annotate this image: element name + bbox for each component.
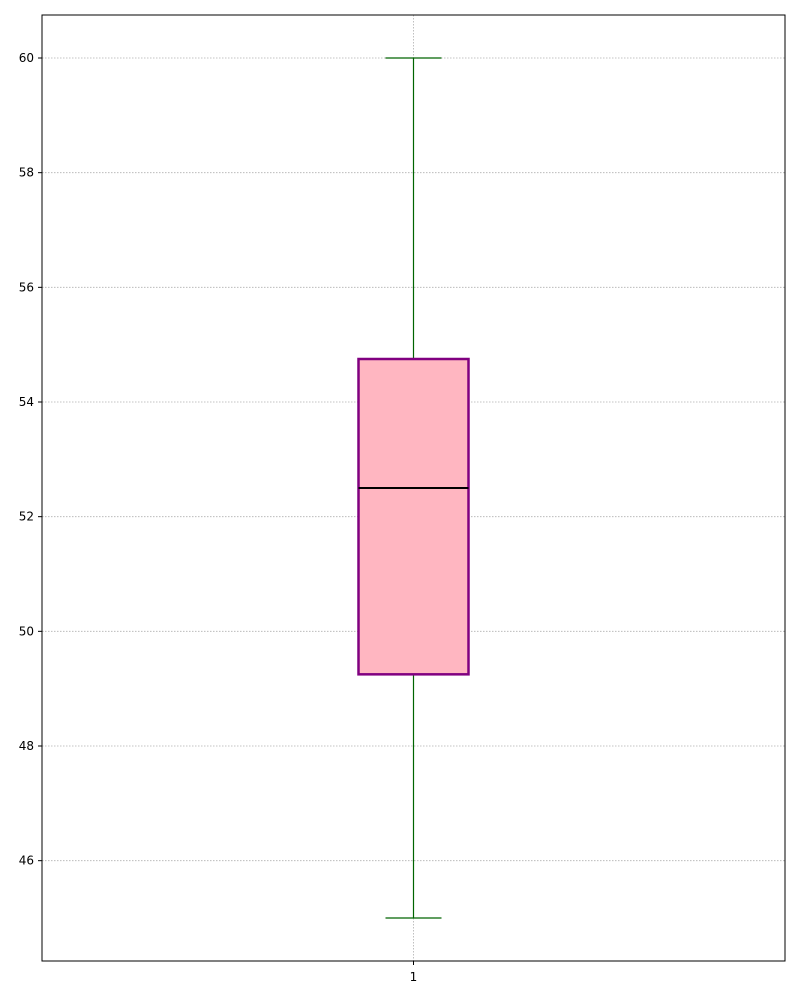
x-tick-label: 1	[410, 970, 418, 984]
y-tick-label: 58	[19, 166, 34, 180]
y-tick-label: 54	[19, 395, 34, 409]
y-tick-label: 46	[19, 854, 34, 868]
y-tick-label: 60	[19, 51, 34, 65]
y-tick-label: 52	[19, 510, 34, 524]
box-layer	[357, 57, 470, 919]
y-tick-label: 50	[19, 624, 34, 638]
y-tick-label: 56	[19, 280, 34, 294]
tick-layer: 46 48 50 52 54 56 58 60 1	[19, 51, 418, 984]
grid-layer	[42, 15, 785, 961]
y-tick-label: 48	[19, 739, 34, 753]
box-iqr	[357, 357, 470, 676]
